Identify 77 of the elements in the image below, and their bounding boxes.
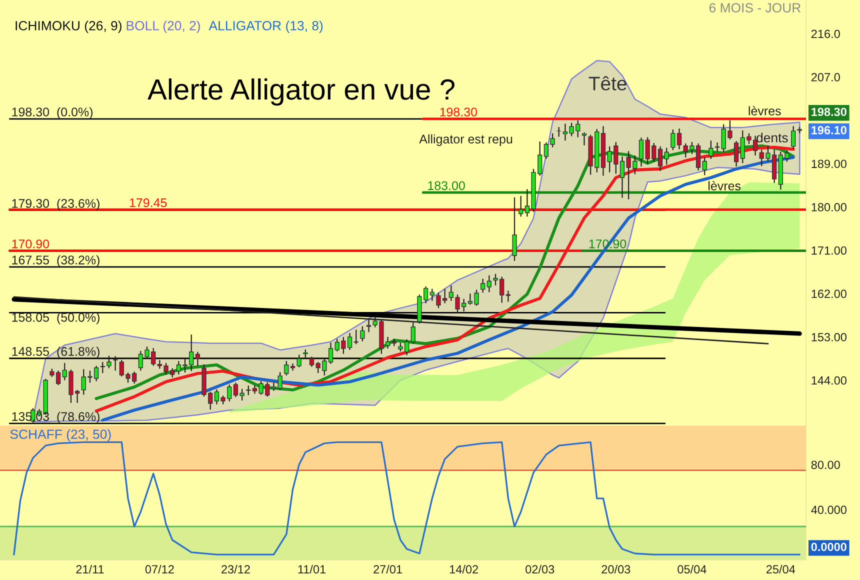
candlestick — [113, 356, 118, 372]
ref-line-label: 158.05 (50.0%) — [12, 312, 100, 324]
candlestick — [195, 351, 200, 366]
candlestick — [676, 128, 682, 150]
y-tick-label: 80.00 — [811, 460, 840, 470]
candlestick — [506, 290, 510, 302]
y-tick-label: 216.0 — [811, 30, 840, 38]
candlestick — [246, 385, 251, 396]
ref-line-label: 179.45 — [130, 198, 167, 208]
candlestick — [360, 326, 365, 342]
candlestick — [518, 195, 524, 218]
annotation: dents — [756, 132, 788, 142]
candlestick — [620, 156, 625, 198]
series-label: SCHAFF (23, 50) — [10, 429, 111, 442]
annotation: ICHIMOKU (26, 9) — [16, 20, 122, 33]
candlestick — [512, 196, 517, 262]
y-tick-label: 162.00 — [812, 290, 847, 298]
candlestick — [658, 146, 663, 172]
annotation: Tête — [588, 76, 626, 90]
candlestick — [638, 137, 644, 168]
candlestick — [271, 382, 276, 392]
annotation: ALLIGATOR (13, 8) — [208, 20, 323, 33]
x-tick-label: 07/12 — [145, 564, 174, 574]
x-tick-label: 25/04 — [766, 564, 796, 574]
text: 196.10 — [812, 126, 846, 134]
annotation: 6 MOIS - JOUR — [709, 3, 801, 12]
candlestick — [791, 126, 796, 150]
ref-line-label: 198.30 — [440, 108, 478, 116]
y-tick-label: 180.00 — [812, 203, 847, 212]
text: 0.0000 — [811, 542, 846, 552]
ref-line-label: 198.30 (0.0%) — [12, 107, 93, 119]
candlestick — [664, 147, 669, 166]
annotation: BOLL (20, 2) — [126, 20, 200, 33]
x-tick-label: 21/11 — [76, 564, 104, 574]
candlestick — [278, 372, 282, 390]
ref-line-label: 183.00 — [428, 181, 465, 190]
y-tick-label: 189.00 — [812, 160, 847, 168]
annotation: lèvres — [708, 181, 741, 190]
y-tick-label: 40.000 — [811, 506, 847, 514]
x-tick-label: 02/03 — [526, 564, 554, 574]
y-tick-label: 207.0 — [811, 73, 840, 82]
candlestick — [480, 278, 486, 294]
candlestick — [366, 318, 372, 333]
x-tick-label: 05/04 — [678, 564, 706, 574]
x-tick-label: 23/12 — [222, 564, 250, 574]
candlestick — [708, 140, 714, 160]
ref-line-label: 148.55 (61.8%) — [12, 346, 100, 358]
candlestick — [486, 274, 492, 293]
candlestick — [702, 156, 707, 176]
ref-line-label: 170.90 — [12, 239, 50, 248]
candlestick — [290, 362, 296, 372]
annotation: Alerte Alligator en vue ? — [148, 78, 454, 106]
candlestick — [309, 356, 314, 368]
y-tick-label: 171.00 — [812, 246, 847, 255]
candlestick — [328, 342, 334, 364]
line-series — [13, 441, 800, 556]
y-tick-label: 144.00 — [812, 376, 847, 385]
x-tick-label: 14/02 — [450, 564, 478, 574]
candlestick — [582, 132, 587, 146]
candlestick — [284, 360, 289, 376]
candlestick — [714, 142, 720, 152]
candlestick — [296, 354, 302, 368]
candlestick — [734, 140, 739, 168]
candlestick — [347, 332, 352, 350]
ref-line-label: 167.55 (38.2%) — [12, 255, 100, 267]
candlestick — [106, 355, 112, 369]
candlestick — [354, 329, 358, 345]
text: 198.30 — [812, 108, 846, 116]
y-tick-label: 153.00 — [812, 332, 847, 342]
x-tick-label: 27/01 — [374, 564, 402, 574]
candlestick — [100, 361, 105, 374]
annotation: Alligator est repu — [419, 134, 512, 146]
x-tick-label: 11/01 — [298, 564, 326, 574]
x-tick-label: 20/03 — [602, 564, 630, 574]
candlestick — [670, 128, 676, 151]
ref-line-label: 179.30 (23.6%) — [12, 198, 100, 210]
annotation: lèvres — [748, 106, 781, 116]
